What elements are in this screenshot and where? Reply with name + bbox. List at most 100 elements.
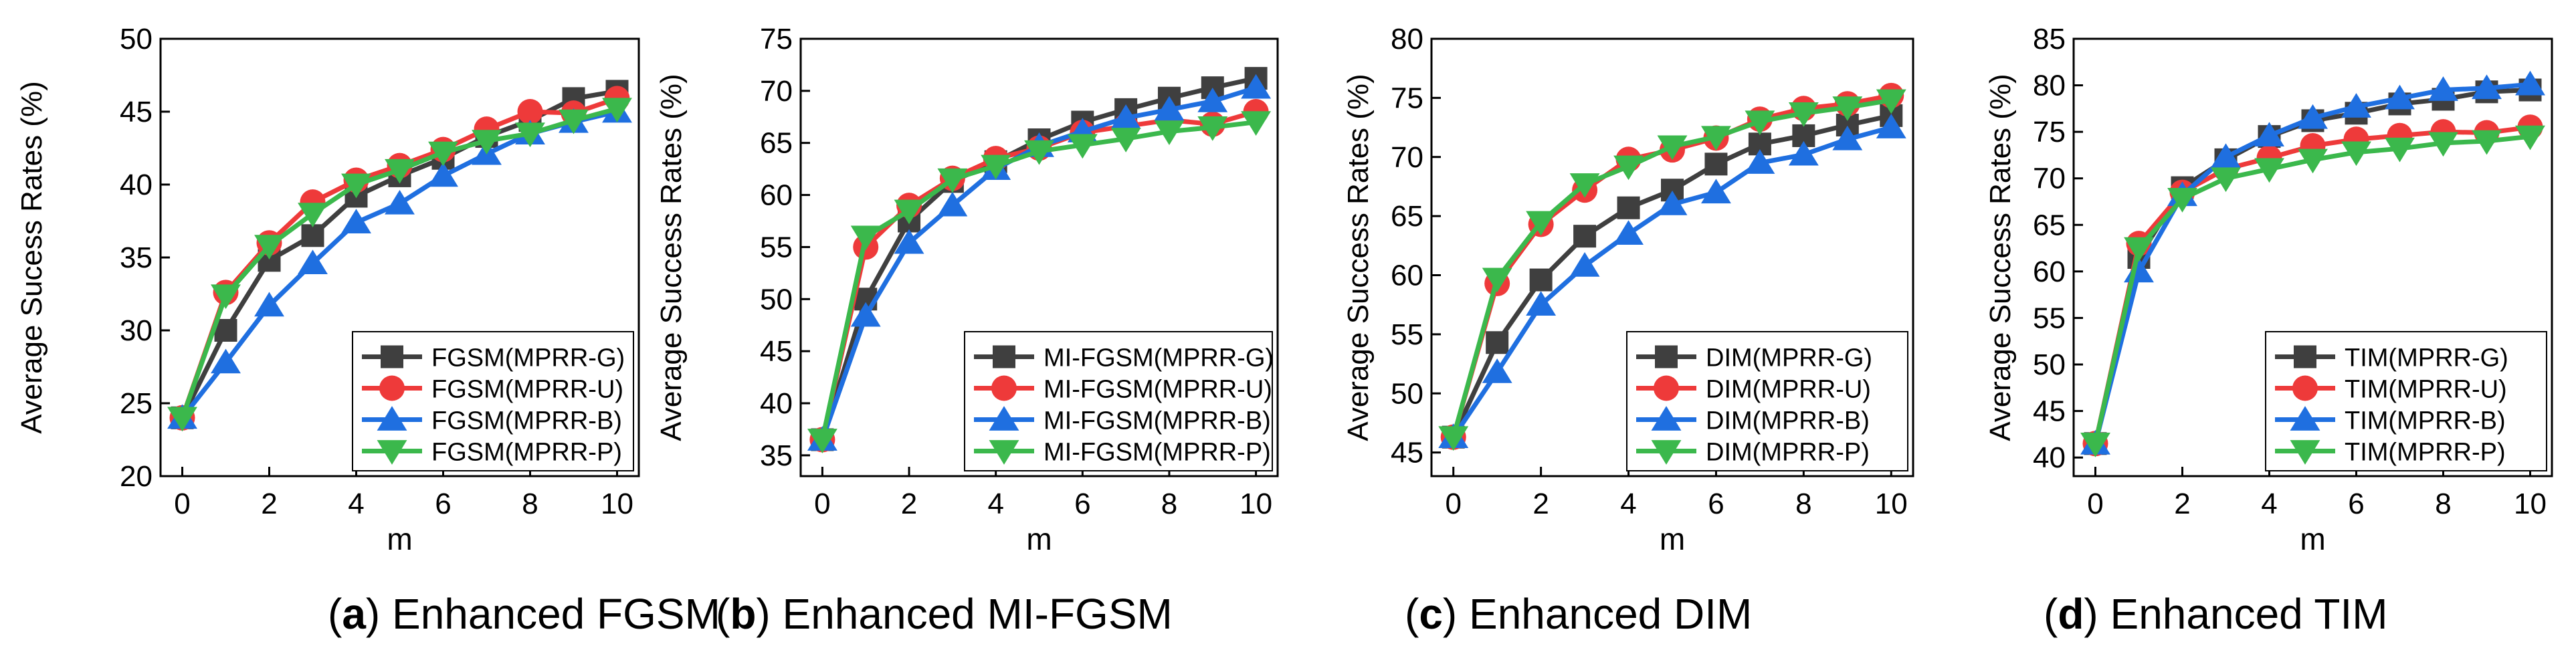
y-tick-label: 40 bbox=[120, 169, 153, 201]
y-tick-label: 50 bbox=[120, 23, 153, 56]
legend-label: MI-FGSM(MPRR-U) bbox=[1044, 376, 1272, 404]
y-tick-label: 55 bbox=[2033, 302, 2066, 334]
y-tick-label: 60 bbox=[760, 179, 793, 212]
data-point-P bbox=[2472, 130, 2502, 155]
data-point-P bbox=[1241, 111, 1272, 136]
x-tick-label: 0 bbox=[814, 488, 830, 520]
legend-label: DIM(MPRR-U) bbox=[1706, 376, 1871, 404]
caption-text: Enhanced FGSM bbox=[392, 590, 720, 638]
data-point-G bbox=[1486, 331, 1509, 354]
legend-label: DIM(MPRR-P) bbox=[1706, 439, 1870, 467]
data-point-B bbox=[2385, 84, 2415, 110]
chart-panel-a: 20 25 30 35 40 45 50 0 2 4 6 8 10 m Average Sucess Rat… bbox=[15, 23, 720, 638]
y-tick-label: 20 bbox=[120, 460, 153, 493]
data-point-P bbox=[1197, 116, 1228, 141]
chart-panel-d: 40 45 50 55 60 65 70 75 80 85 0 2 4 6 8 10 m Average Succ… bbox=[1984, 23, 2553, 638]
data-point-B bbox=[1241, 74, 1272, 99]
y-tick-label: 60 bbox=[2033, 255, 2066, 288]
data-point-G bbox=[1617, 196, 1640, 219]
x-tick-label: 6 bbox=[2348, 488, 2364, 520]
caption-letter: c bbox=[1419, 590, 1443, 638]
plot-frame bbox=[799, 37, 1279, 477]
legend: TIM(MPRR-G) TIM(MPRR-U) TIM(MPRR-B) TIM(MPR… bbox=[2265, 331, 2547, 471]
legend-label: MI-FGSM(MPRR-G) bbox=[1044, 344, 1274, 372]
data-point-P bbox=[981, 154, 1011, 180]
data-point-B bbox=[2515, 70, 2545, 96]
data-point-P bbox=[894, 199, 924, 225]
data-point-P bbox=[1745, 110, 1775, 136]
legend-label: DIM(MPRR-G) bbox=[1706, 344, 1872, 372]
x-tick-label: 6 bbox=[1708, 488, 1724, 520]
x-tick-label: 4 bbox=[2261, 488, 2277, 520]
data-point-B bbox=[1788, 140, 1819, 166]
y-axis-label: Average Success Rates (%) bbox=[1342, 74, 1375, 441]
y-tick-label: 35 bbox=[760, 439, 793, 472]
x-axis-label: m bbox=[1660, 522, 1685, 556]
x-tick-label: 2 bbox=[261, 488, 277, 520]
y-tick-label: 50 bbox=[1391, 377, 1423, 410]
caption-paren-close: ) bbox=[366, 590, 392, 638]
data-point-B bbox=[1701, 179, 1731, 204]
data-point-B bbox=[298, 249, 328, 275]
chart-panel-c: 45 50 55 60 65 70 75 80 0 2 4 6 8 10 m Average Success … bbox=[1342, 23, 1914, 638]
x-tick-label: 8 bbox=[1795, 488, 1811, 520]
x-tick-label: 10 bbox=[1875, 488, 1908, 520]
caption-paren-close: ) bbox=[1443, 590, 1469, 638]
data-point-P bbox=[1526, 211, 1557, 236]
x-tick-label: 8 bbox=[522, 488, 538, 520]
data-point-B bbox=[254, 292, 284, 317]
y-axis-label: Average Sucess Rates (%) bbox=[15, 81, 48, 433]
legend: DIM(MPRR-G) DIM(MPRR-U) DIM(MPRR-B) DIM(MPR… bbox=[1626, 331, 1908, 471]
caption-letter: b bbox=[730, 590, 756, 638]
data-point-G bbox=[1704, 152, 1728, 176]
data-point-B bbox=[2298, 104, 2328, 129]
data-point-P bbox=[2385, 137, 2415, 163]
y-tick-label: 65 bbox=[2033, 209, 2066, 241]
y-tick-label: 55 bbox=[760, 231, 793, 263]
data-point-B bbox=[1110, 104, 1141, 129]
x-axis-label: m bbox=[2300, 522, 2325, 556]
data-point-B bbox=[341, 209, 371, 233]
data-point-P bbox=[2211, 167, 2241, 193]
data-point-B bbox=[1197, 88, 1228, 112]
y-tick-label: 45 bbox=[2033, 395, 2066, 428]
legend-marker-B bbox=[377, 406, 407, 431]
x-axis-label: m bbox=[1026, 522, 1052, 556]
data-point-B bbox=[1657, 191, 1688, 215]
data-point-B bbox=[2254, 122, 2284, 147]
legend-marker-G bbox=[1655, 345, 1678, 368]
legend-marker-G bbox=[381, 345, 403, 368]
y-tick-label: 60 bbox=[1391, 259, 1423, 292]
data-point-P bbox=[1876, 89, 1906, 114]
data-point-P bbox=[559, 109, 589, 134]
data-point-B bbox=[1154, 96, 1185, 121]
caption-paren-open: ( bbox=[1405, 590, 1419, 638]
y-tick-label: 50 bbox=[760, 283, 793, 316]
data-point-P bbox=[1569, 173, 1600, 198]
y-tick-label: 85 bbox=[2033, 23, 2066, 56]
x-tick-label: 10 bbox=[601, 488, 633, 520]
data-point-B bbox=[1569, 251, 1600, 277]
legend-label: MI-FGSM(MPRR-P) bbox=[1044, 439, 1271, 467]
x-tick-label: 10 bbox=[2514, 488, 2547, 520]
data-point-P bbox=[807, 429, 837, 453]
legend-label: TIM(MPRR-B) bbox=[2345, 407, 2506, 435]
y-tick-label: 45 bbox=[120, 96, 153, 128]
x-tick-label: 0 bbox=[1445, 488, 1461, 520]
y-tick-label: 70 bbox=[2033, 163, 2066, 195]
legend-marker-P bbox=[989, 440, 1019, 465]
data-point-P bbox=[385, 158, 415, 184]
y-tick-label: 25 bbox=[120, 387, 153, 420]
legend-label: TIM(MPRR-P) bbox=[2345, 439, 2506, 467]
data-point-B bbox=[1613, 220, 1644, 245]
data-point-B bbox=[211, 348, 241, 374]
legend: MI-FGSM(MPRR-G) MI-FGSM(MPRR-U) MI-FGSM(MP… bbox=[964, 331, 1274, 471]
data-point-B bbox=[894, 229, 924, 254]
legend-marker-U bbox=[379, 375, 405, 401]
data-point-P bbox=[167, 407, 197, 432]
x-tick-label: 2 bbox=[1532, 488, 1549, 520]
data-point-P bbox=[1482, 267, 1512, 293]
